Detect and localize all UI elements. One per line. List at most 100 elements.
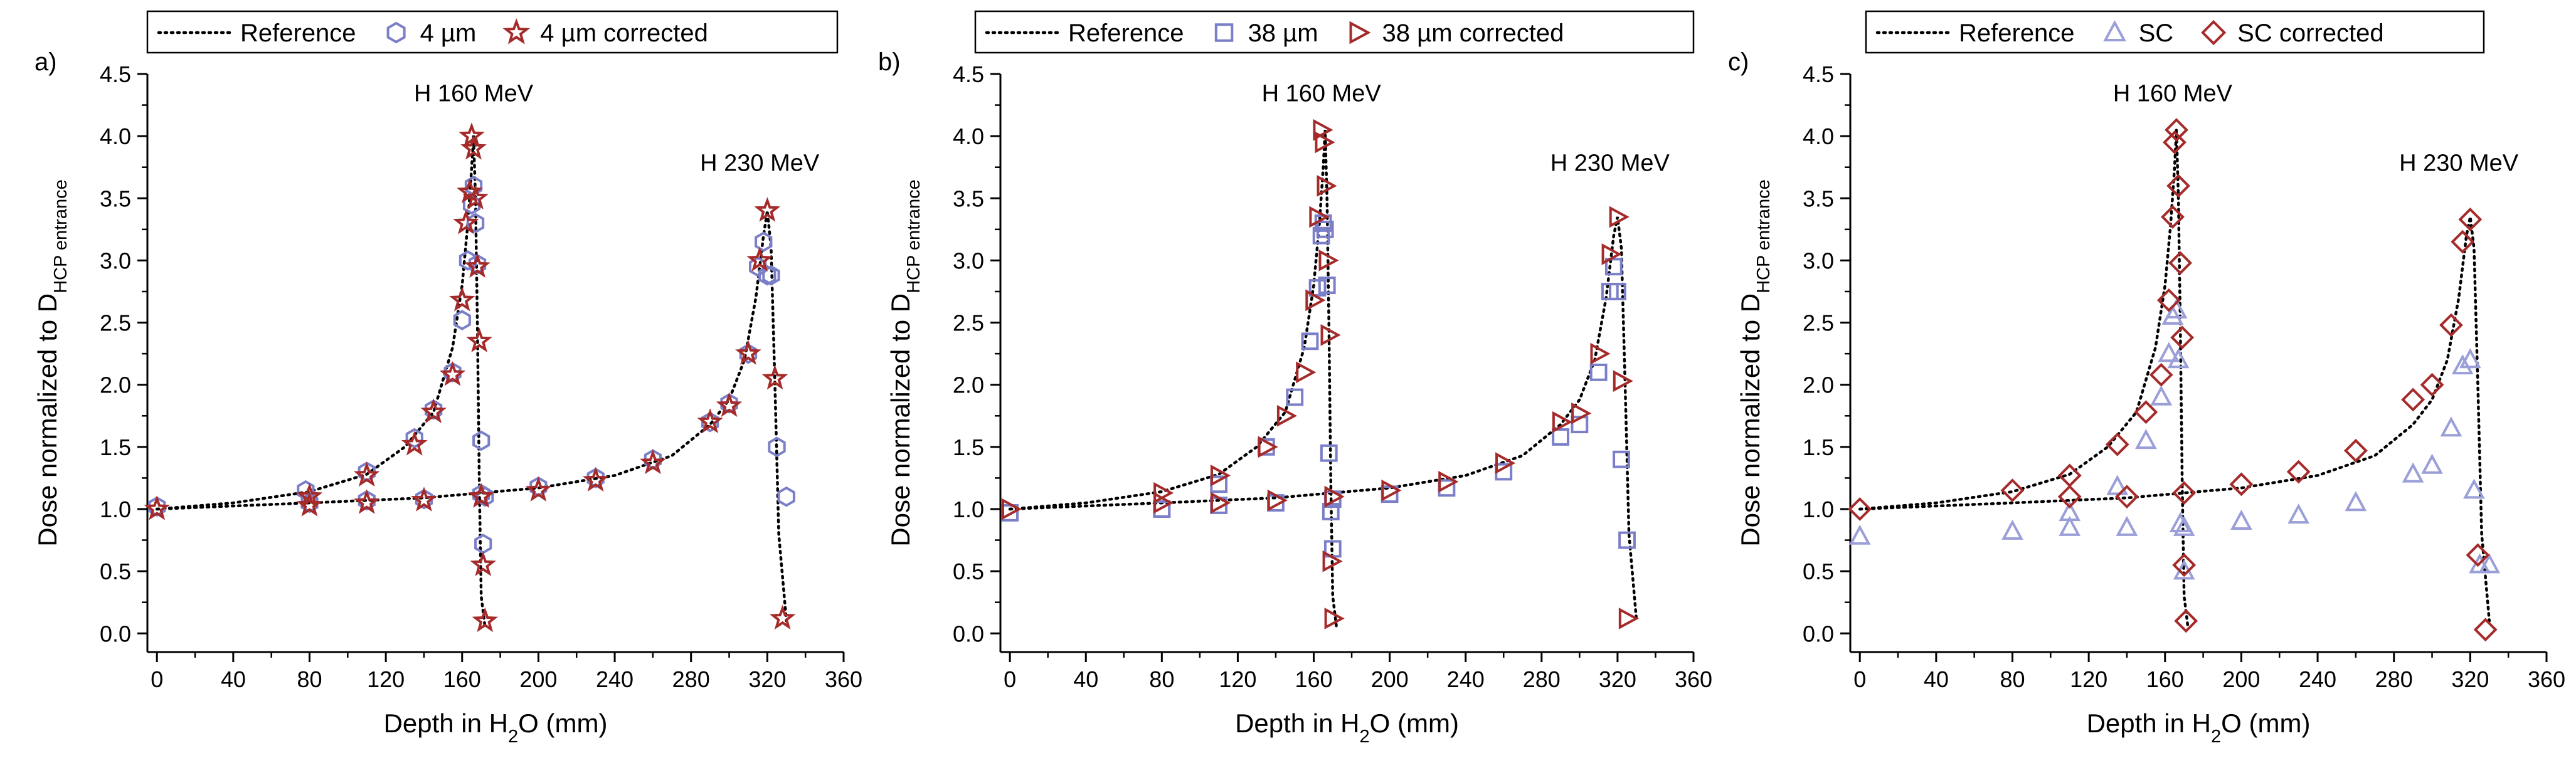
- x-tick-label: 160: [2146, 666, 2184, 692]
- legend-label: Reference: [1959, 19, 2075, 47]
- data-point-4-m-corrected: [525, 476, 552, 502]
- data-point-38-m-corrected: [1001, 498, 1022, 520]
- data-point-sc: [2165, 298, 2188, 318]
- data-point-sc: [2451, 354, 2474, 375]
- x-tick-label: 280: [2375, 666, 2413, 692]
- data-point-38-m: [1286, 388, 1304, 406]
- y-tick-label: 2.0: [953, 372, 984, 398]
- data-point-38-m-corrected: [1613, 370, 1633, 392]
- x-tick-label: 0: [1004, 666, 1016, 692]
- data-point-38-m: [1316, 220, 1334, 238]
- y-axis-label: Dose normalized to DHCP entrance: [886, 179, 924, 546]
- data-point-38-m-corrected: [1317, 175, 1337, 197]
- data-point-sc-corrected: [2149, 362, 2173, 387]
- data-point-sc: [1848, 524, 1871, 545]
- data-point-4-m-corrected: [470, 551, 496, 576]
- data-point-4-m-corrected: [462, 184, 489, 209]
- y-tick-label: 1.5: [953, 434, 984, 460]
- legend-marker-sc: [2103, 20, 2126, 41]
- data-point-4-m-corrected: [401, 431, 428, 456]
- y-tick-label: 1.0: [953, 497, 984, 522]
- data-point-38-m-corrected: [1590, 342, 1611, 365]
- y-tick-label: 1.5: [1803, 434, 1834, 460]
- legend-label: 38 µm corrected: [1382, 19, 1564, 47]
- data-point-38-m-corrected: [1438, 471, 1459, 493]
- data-point-sc: [2459, 348, 2481, 369]
- reference-curve: [1858, 130, 2190, 629]
- x-tick-label: 200: [2222, 666, 2260, 692]
- data-point-sc-corrected: [2168, 251, 2193, 275]
- y-tick-label: 3.5: [1803, 186, 1834, 211]
- data-point-4-m: [472, 483, 490, 505]
- data-point-38-m-corrected: [1322, 550, 1343, 572]
- x-tick-label: 240: [2299, 666, 2336, 692]
- data-point-4-m: [358, 490, 376, 511]
- data-point-sc: [2478, 553, 2501, 574]
- data-point-sc: [2158, 342, 2180, 362]
- y-tick-label: 3.0: [953, 248, 984, 273]
- y-tick-label: 0.5: [953, 559, 984, 584]
- data-point-sc-corrected: [2000, 478, 2025, 503]
- data-point-sc-corrected: [2172, 481, 2197, 505]
- data-point-sc-corrected: [2451, 229, 2475, 254]
- x-tick-label: 360: [825, 666, 862, 692]
- legend-frame: [146, 10, 839, 54]
- data-point-sc-corrected: [2170, 325, 2195, 350]
- x-tick-label: 360: [1675, 666, 1712, 692]
- y-tick-label: 4.0: [1803, 124, 1834, 149]
- data-point-4-m: [472, 430, 490, 451]
- y-tick-label: 4.0: [100, 124, 131, 149]
- data-point-38-m: [1301, 332, 1319, 350]
- legend: Reference 38 µm 38 µm corrected: [974, 10, 1695, 54]
- legend-marker-sc-corrected: [2201, 19, 2227, 46]
- x-tick-label: 280: [1523, 666, 1561, 692]
- peak-annotation: H 230 MeV: [2399, 150, 2519, 177]
- y-tick-label: 0.5: [100, 559, 131, 584]
- data-point-sc-corrected: [1848, 497, 1872, 521]
- data-point-38-m: [1320, 444, 1338, 462]
- data-point-sc: [2463, 478, 2485, 499]
- x-tick-label: 40: [221, 666, 246, 692]
- peak-annotation: H 230 MeV: [700, 150, 820, 177]
- data-point-sc-corrected: [2174, 609, 2198, 633]
- data-point-sc: [2135, 429, 2157, 450]
- x-tick-label: 120: [1219, 666, 1256, 692]
- data-point-4-m: [300, 492, 319, 513]
- x-tick-label: 200: [519, 666, 557, 692]
- x-tick-label: 0: [1853, 666, 1866, 692]
- peak-annotation: H 160 MeV: [2113, 81, 2233, 107]
- data-point-4-m-corrected: [468, 483, 494, 508]
- data-point-sc: [2106, 475, 2129, 495]
- data-point-4-m-corrected: [697, 408, 723, 433]
- y-tick-label: 2.0: [100, 372, 131, 398]
- y-tick-label: 3.5: [100, 186, 131, 211]
- reference-curve: [1008, 130, 1338, 629]
- data-point-sc-corrected: [2420, 372, 2444, 397]
- legend-label: SC: [2139, 19, 2174, 47]
- x-axis-label: Depth in H2O (mm): [1235, 708, 1459, 747]
- data-point-sc-corrected: [2166, 174, 2190, 198]
- data-point-sc-corrected: [2115, 485, 2139, 509]
- legend-label: Reference: [240, 19, 356, 47]
- data-point-4-m-corrected: [640, 449, 666, 475]
- data-point-sc: [2059, 501, 2081, 522]
- y-tick-label: 4.5: [953, 61, 984, 87]
- data-point-4-m: [148, 496, 166, 517]
- x-tick-label: 280: [672, 666, 710, 692]
- data-point-38-m-corrected: [1552, 411, 1572, 433]
- data-point-4-m-corrected: [353, 461, 380, 487]
- data-point-38-m-corrected: [1210, 492, 1231, 514]
- data-point-38-m-corrected: [1601, 243, 1622, 265]
- data-point-4-m-corrected: [449, 287, 475, 312]
- x-tick-label: 240: [596, 666, 633, 692]
- x-tick-label: 120: [367, 666, 405, 692]
- y-axis-label: Dose normalized to DHCP entrance: [33, 179, 71, 546]
- x-tick-label: 360: [2528, 666, 2565, 692]
- data-point-4-m-corrected: [582, 466, 609, 492]
- reference-curve: [1858, 216, 2491, 623]
- legend-label: 38 µm: [1248, 19, 1318, 47]
- data-point-4-m-corrected: [460, 135, 487, 160]
- y-tick-label: 1.0: [100, 497, 131, 522]
- data-point-sc-corrected: [2161, 205, 2185, 229]
- panel-label: b): [878, 48, 901, 76]
